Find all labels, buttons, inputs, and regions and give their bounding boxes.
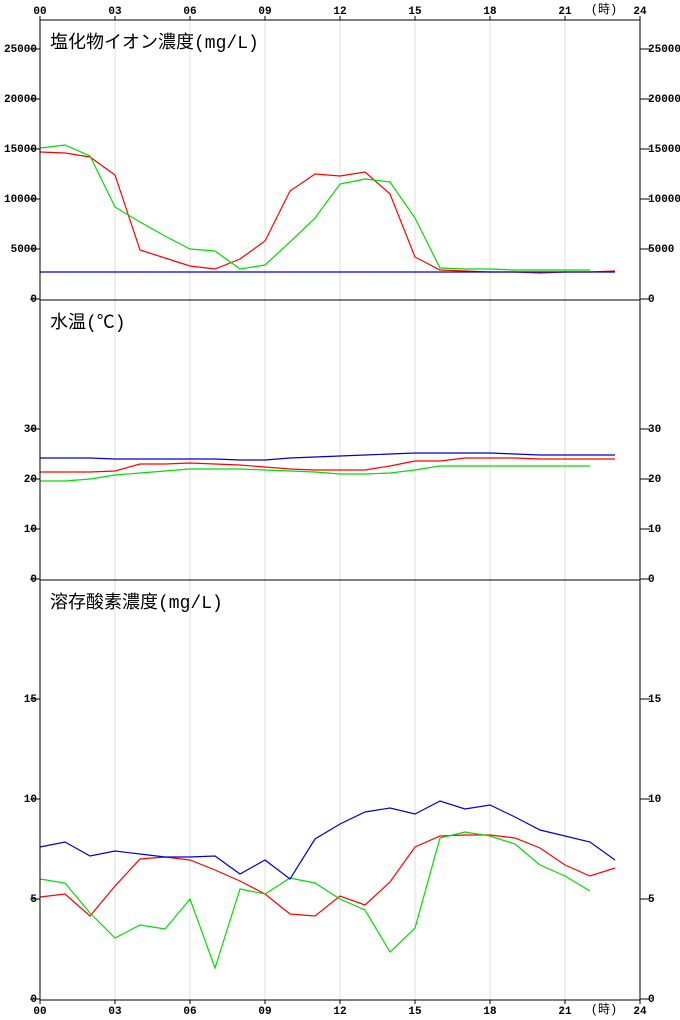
x-tick-label: 00 [33,1006,46,1018]
series-line [39,151,616,274]
y-tick-label-right: 0 [648,574,655,586]
y-tick-label: 0 [30,574,37,586]
y-tick-label-right: 25000 [648,44,680,56]
y-tick-label: 15 [24,694,38,706]
series-line [39,834,616,917]
x-tick-label: 03 [108,6,122,18]
series-line [40,457,615,473]
x-tick-label: 06 [183,6,196,18]
y-tick-label: 10 [24,794,37,806]
panel-title: 水温(℃) [50,312,126,334]
x-tick-label: 12 [333,1006,346,1018]
y-tick-label: 30 [24,424,37,436]
panel-frame [39,579,641,1001]
x-tick-label: 09 [258,6,271,18]
x-tick-label: 21 [558,1006,572,1018]
y-tick-label-right: 0 [648,294,655,306]
series-line [39,800,616,880]
y-tick-label-right: 15000 [648,144,680,156]
y-tick-label: 5 [30,894,37,906]
x-tick-label: 24 [633,1006,647,1018]
x-tick-label: 18 [483,1006,497,1018]
y-tick-label-right: 10000 [648,194,680,206]
series-line [39,831,591,970]
y-tick-label: 20000 [4,94,37,106]
y-tick-label-right: 0 [648,994,655,1006]
x-tick-label: 18 [483,6,497,18]
x-tick-label: 24 [633,6,647,18]
panel-title: 溶存酸素濃度(mg/L) [50,592,223,614]
series-line [40,452,615,461]
x-tick-label: 09 [258,1006,271,1018]
x-axis-label: (時) [591,2,617,17]
x-tick-label: 03 [108,1006,122,1018]
y-tick-label: 5000 [11,244,37,256]
series-line [40,465,590,482]
x-tick-label: 21 [558,6,572,18]
y-tick-label-right: 10 [648,794,661,806]
y-tick-label: 10 [24,524,37,536]
y-tick-label-right: 20 [648,474,661,486]
y-tick-label-right: 10 [648,524,661,536]
y-tick-label: 15000 [4,144,37,156]
x-tick-label: 00 [33,6,46,18]
y-tick-label: 25000 [4,44,37,56]
y-tick-label-right: 5000 [648,244,674,256]
y-tick-label-right: 30 [648,424,661,436]
x-tick-label: 06 [183,1006,196,1018]
x-tick-label: 12 [333,6,346,18]
x-tick-label: 15 [408,6,422,18]
y-tick-label-right: 5 [648,894,655,906]
y-tick-label: 20 [24,474,37,486]
y-tick-label: 0 [30,294,37,306]
y-tick-label-right: 15 [648,694,662,706]
x-axis-label: (時) [591,1002,617,1017]
y-tick-label: 10000 [4,194,37,206]
series-line [39,144,590,271]
x-tick-label: 15 [408,1006,422,1018]
y-tick-label-right: 20000 [648,94,680,106]
panel-title: 塩化物イオン濃度(mg/L) [50,32,259,54]
y-tick-label: 0 [30,994,37,1006]
